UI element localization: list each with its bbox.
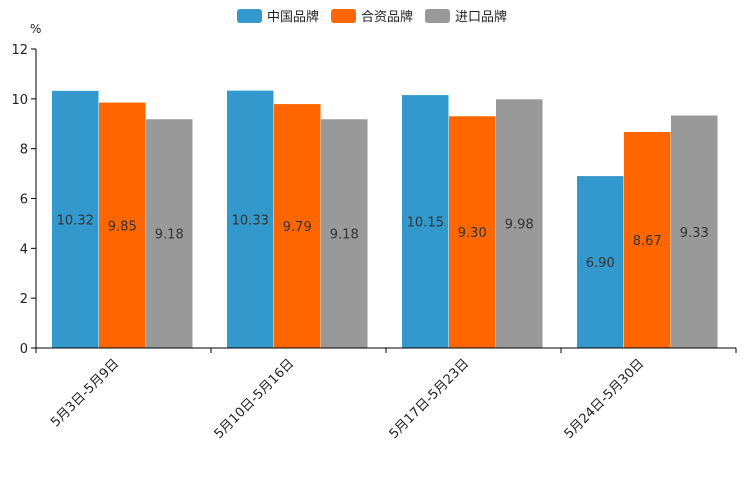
y-tick-label: 2: [20, 292, 28, 307]
legend-item[interactable]: 合资品牌: [331, 9, 413, 25]
bar-data-label: 8.67: [633, 234, 662, 249]
bar: [52, 90, 99, 349]
x-axis: 5月3日-5月9日 5月10日-5月16日 5月17日-5月23日 5月24日-5月3…: [35, 347, 737, 442]
legend-item[interactable]: 进口品牌: [425, 9, 507, 25]
bar: [274, 104, 321, 349]
y-tick-label: 6: [20, 193, 28, 208]
bar: [577, 176, 624, 348]
legend-swatch: [331, 9, 356, 23]
bar: [402, 95, 449, 349]
bar: [146, 119, 193, 348]
legend-label: 进口品牌: [455, 9, 507, 25]
bar: [671, 115, 718, 348]
y-tick-label: 12: [11, 43, 28, 58]
y-tick-label: 10: [11, 93, 28, 108]
bar-data-label: 9.18: [330, 228, 359, 243]
legend-label: 合资品牌: [361, 9, 413, 25]
bar-data-label: 9.98: [505, 218, 534, 233]
legend-label: 中国品牌: [267, 9, 319, 25]
x-tick-label: 5月10日-5月16日: [212, 356, 298, 442]
bar-data-label: 9.18: [155, 228, 184, 243]
bar-data-label: 9.30: [458, 226, 487, 241]
y-axis-unit-label: %: [30, 22, 41, 36]
bar-data-label: 9.79: [283, 220, 312, 235]
x-tick-label: 5月17日-5月23日: [387, 356, 473, 442]
bar: [496, 99, 543, 348]
bar-data-label: 10.33: [232, 213, 269, 228]
bar-data-label: 9.85: [108, 219, 137, 234]
bar-data-label: 9.33: [680, 226, 709, 241]
bar: [227, 90, 274, 348]
x-tick-label: 5月24日-5月30日: [562, 356, 648, 442]
y-tick-label: 0: [20, 342, 28, 357]
bar: [449, 116, 496, 349]
y-tick-label: 8: [20, 143, 28, 158]
y-tick-label: 4: [20, 242, 28, 257]
bar: [624, 131, 671, 348]
bar-data-label: 6.90: [586, 256, 615, 271]
x-tick-label: 5月3日-5月9日: [48, 356, 122, 430]
bar: [321, 119, 368, 348]
legend-swatch: [425, 9, 450, 23]
bar: [99, 102, 146, 348]
bar-data-label: 10.15: [407, 216, 444, 231]
bar-data-label: 10.32: [57, 213, 94, 228]
legend: 中国品牌 合资品牌 进口品牌: [237, 9, 507, 25]
y-axis: 0 2 4 6 8 10 12: [11, 43, 37, 357]
legend-swatch: [237, 9, 262, 23]
legend-item[interactable]: 中国品牌: [237, 9, 319, 25]
bars: 10.32 9.85 9.18 10.33 9.79 9.18 10.15 9.30 9.98 6…: [52, 90, 718, 349]
